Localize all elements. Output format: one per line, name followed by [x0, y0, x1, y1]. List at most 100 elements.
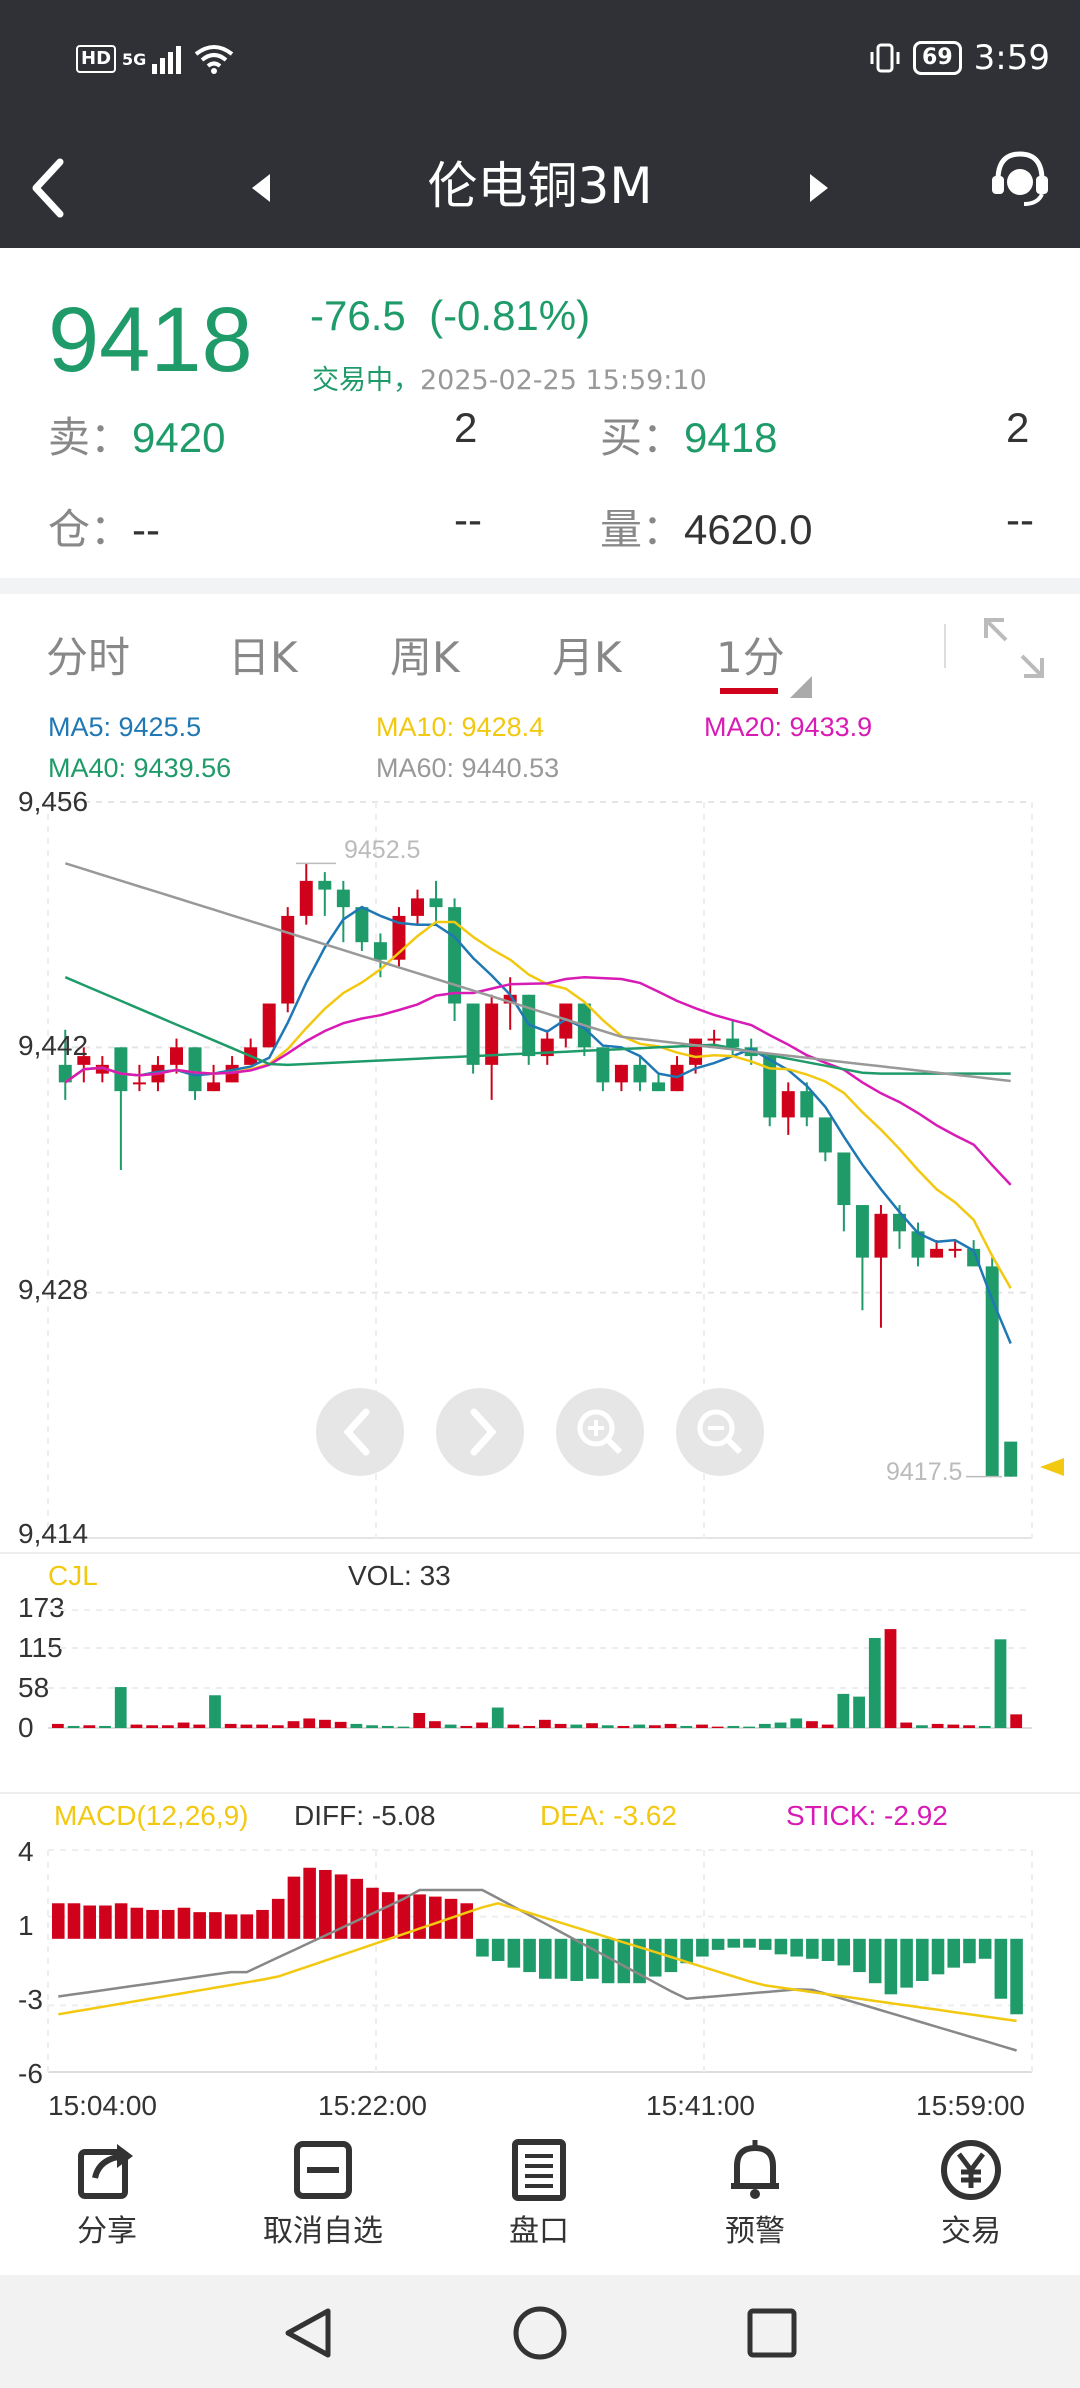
- volume-bar: [633, 1724, 646, 1728]
- macd-chart[interactable]: [0, 1840, 1080, 2080]
- volume-bar: [774, 1722, 787, 1728]
- macd-stick: [994, 1938, 1008, 1999]
- macd-stick: [99, 1905, 112, 1939]
- macd-stick: [397, 1894, 411, 1939]
- macd-stick: [916, 1938, 929, 1981]
- candle-body: [726, 1038, 740, 1048]
- candle-body: [262, 1003, 276, 1048]
- system-recents-icon[interactable]: [746, 2307, 798, 2359]
- macd-stick: [507, 1938, 521, 1968]
- ma20-line: [64, 975, 1012, 1186]
- volume-label: 量：: [600, 506, 685, 553]
- volume-bar: [114, 1687, 127, 1728]
- status-bar: HD 5G 69 3:59: [0, 0, 1080, 128]
- trade-status: 交易中，: [312, 365, 420, 396]
- macd-stick: [947, 1938, 961, 1968]
- volume-bar: [617, 1725, 630, 1728]
- macd-stick: [539, 1938, 552, 1979]
- tab-daily-k[interactable]: 日K: [228, 633, 298, 682]
- volume-bar: [523, 1725, 536, 1728]
- dropdown-triangle-icon[interactable]: [790, 676, 812, 698]
- macd-stick: [806, 1938, 819, 1959]
- candle-body: [614, 1064, 628, 1083]
- volume-bar: [947, 1724, 960, 1728]
- volume-bar: [601, 1725, 614, 1728]
- candle-body: [652, 1082, 665, 1092]
- macd-stick: [413, 1894, 426, 1939]
- volume-bar: [271, 1725, 284, 1728]
- tab-intraday[interactable]: 分时: [46, 633, 131, 682]
- volume-y-tick: 173: [18, 1592, 65, 1623]
- remove-watchlist-button[interactable]: 取消自选: [248, 2138, 398, 2250]
- chevron-left-icon: [343, 1408, 370, 1456]
- sell-price: 9420: [132, 414, 226, 461]
- macd-title: MACD(12,26,9): [54, 1800, 249, 1831]
- system-back-icon[interactable]: [282, 2305, 334, 2361]
- candle-body: [58, 1064, 72, 1083]
- zoom-in-button[interactable]: [556, 1388, 644, 1476]
- alert-button[interactable]: 预警: [680, 2138, 830, 2250]
- macd-stick: [884, 1938, 898, 1995]
- section-divider: [0, 578, 1080, 594]
- volume-current: VOL: 33: [348, 1560, 451, 1591]
- system-home-icon[interactable]: [512, 2305, 568, 2361]
- volume-y-tick: 115: [18, 1632, 63, 1663]
- volume-bar: [790, 1718, 803, 1728]
- time-x-tick: 15:41:00: [646, 2090, 755, 2121]
- remove-watchlist-label: 取消自选: [263, 2214, 383, 2249]
- macd-stick: [868, 1938, 882, 1984]
- volume-bar: [994, 1639, 1007, 1728]
- volume-bar: [366, 1725, 378, 1728]
- tab-weekly-k[interactable]: 周K: [390, 633, 460, 682]
- sell-row: 卖：9420: [48, 404, 225, 465]
- volume-bar: [460, 1725, 473, 1728]
- volume-chart[interactable]: [0, 1600, 1080, 1730]
- macd-stick: [853, 1938, 866, 1973]
- volume-bar: [256, 1724, 269, 1728]
- macd-stick: [554, 1938, 568, 1979]
- macd-stick: [900, 1938, 913, 1988]
- macd-stick: [161, 1909, 175, 1939]
- macd-stick: [177, 1907, 191, 1939]
- candle-body: [781, 1091, 795, 1118]
- volume-bar: [303, 1718, 316, 1728]
- macd-stick: [963, 1938, 976, 1964]
- volume-bar: [507, 1724, 520, 1728]
- candle-body: [893, 1213, 906, 1232]
- volume-bar: [868, 1637, 881, 1728]
- volume-bar: [350, 1723, 363, 1728]
- fullscreen-icon[interactable]: [982, 616, 1046, 680]
- macd-stick: [491, 1938, 505, 1961]
- volume-bar: [476, 1722, 488, 1728]
- page-title: 伦电铜3M: [427, 157, 653, 215]
- macd-diff-line: [58, 1888, 1017, 2052]
- tab-monthly-k[interactable]: 月K: [552, 633, 622, 682]
- volume-bar: [570, 1724, 583, 1728]
- ma10-label: MA10: 9428.4: [376, 712, 545, 742]
- change-value: -76.5: [310, 292, 406, 339]
- macd-dea: DEA: -3.62: [540, 1800, 677, 1831]
- volume-change: --: [1006, 496, 1034, 543]
- price-y-tick: 9,456: [18, 786, 89, 817]
- candlestick-chart[interactable]: [0, 780, 1080, 1550]
- zoom-out-button[interactable]: [676, 1388, 764, 1476]
- signal-icon: [152, 46, 182, 74]
- share-button[interactable]: 分享: [32, 2138, 182, 2250]
- next-contract-icon[interactable]: [808, 172, 830, 204]
- prev-contract-icon[interactable]: [250, 172, 272, 204]
- macd-stick: [617, 1938, 631, 1984]
- back-icon[interactable]: [28, 156, 68, 220]
- trade-button[interactable]: 交易: [896, 2138, 1046, 2250]
- candle-body: [707, 1038, 721, 1041]
- change-percent: (-0.81%): [429, 292, 591, 339]
- order-book-button[interactable]: 盘口: [464, 2138, 614, 2250]
- remove-watchlist-icon: [294, 2141, 352, 2199]
- volume-y-tick: 58: [18, 1672, 50, 1703]
- scroll-left-button[interactable]: [316, 1388, 404, 1476]
- scroll-right-button[interactable]: [436, 1388, 524, 1476]
- macd-stick: [209, 1912, 222, 1939]
- tab-1min[interactable]: 1分: [716, 633, 785, 682]
- ma60-label: MA60: 9440.53: [376, 753, 560, 783]
- customer-service-icon[interactable]: [988, 146, 1052, 210]
- ma20-label: MA20: 9433.9: [704, 712, 873, 742]
